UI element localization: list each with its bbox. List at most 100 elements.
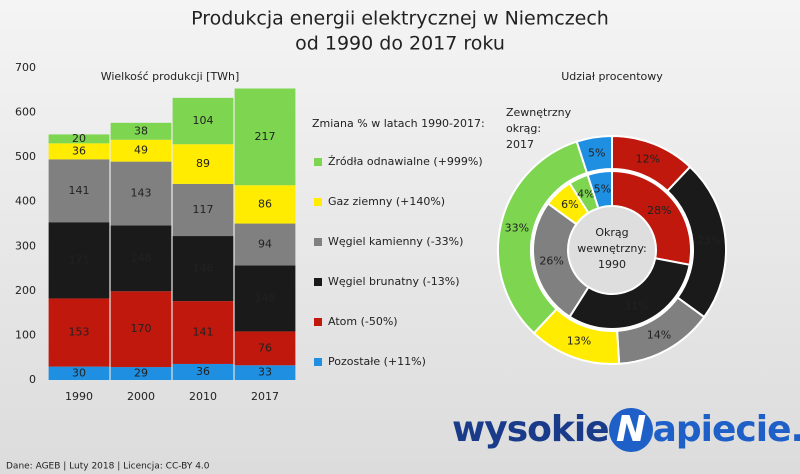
outer-ring-label: Zewnętrzny bbox=[506, 106, 572, 119]
y-tick-label: 600 bbox=[15, 106, 36, 119]
bar-label: 33 bbox=[258, 366, 272, 379]
x-tick-label: 1990 bbox=[65, 390, 93, 403]
bar-segment bbox=[172, 236, 234, 302]
inner-ring-label: wewnętrzny: bbox=[577, 242, 647, 255]
y-tick-label: 700 bbox=[15, 61, 36, 74]
bar-label: 89 bbox=[196, 157, 210, 170]
bar-segment bbox=[48, 143, 110, 160]
bar-segment bbox=[48, 222, 110, 299]
legend-swatch bbox=[314, 238, 322, 246]
bar-label: 38 bbox=[134, 124, 148, 137]
slice-label: 5% bbox=[588, 147, 605, 160]
bar-label: 86 bbox=[258, 197, 272, 210]
bar-segment bbox=[172, 97, 234, 145]
slice-label: 23% bbox=[697, 234, 721, 247]
bar-label: 36 bbox=[72, 144, 86, 157]
donut-slice bbox=[568, 257, 691, 330]
legend-label: Gaz ziemny (+140%) bbox=[328, 195, 445, 208]
legend-label: Pozostałe (+11%) bbox=[328, 355, 426, 368]
y-tick-label: 0 bbox=[29, 373, 36, 386]
inner-ring-label: Okrąg bbox=[595, 226, 628, 239]
legend-label: Źródła odnawialne (+999%) bbox=[328, 155, 483, 168]
bar-label: 36 bbox=[196, 365, 210, 378]
bar-label: 148 bbox=[255, 291, 276, 304]
legend-title: Zmiana % w latach 1990-2017: bbox=[312, 117, 485, 130]
outer-ring-label: 2017 bbox=[506, 138, 534, 151]
legend-label: Atom (-50%) bbox=[328, 315, 398, 328]
bar-segment bbox=[110, 291, 172, 368]
slice-label: 5% bbox=[594, 182, 611, 195]
bar-label: 141 bbox=[193, 326, 214, 339]
legend-swatch bbox=[314, 158, 322, 166]
slice-label: 12% bbox=[636, 152, 660, 165]
bar-segment bbox=[110, 139, 172, 162]
y-tick-label: 500 bbox=[15, 150, 36, 163]
source: Dane: AGEB | Luty 2018 | Licencja: CC-BY… bbox=[6, 462, 210, 472]
outer-ring-label: okrąg: bbox=[506, 122, 541, 135]
bar-label: 29 bbox=[134, 367, 148, 380]
bar-label: 148 bbox=[131, 251, 152, 264]
legend-label: Węgiel kamienny (-33%) bbox=[328, 235, 463, 248]
logo-part: apiecie.pl bbox=[652, 409, 800, 450]
bar-label: 143 bbox=[131, 186, 152, 199]
bar-label: 104 bbox=[193, 114, 214, 127]
bar-label: 30 bbox=[72, 366, 86, 379]
bar-segment bbox=[234, 88, 296, 186]
bar-segment bbox=[110, 225, 172, 292]
y-tick-label: 200 bbox=[15, 284, 36, 297]
slice-label: 4% bbox=[577, 187, 594, 200]
donut-hole bbox=[568, 206, 656, 294]
slice-label: 31% bbox=[624, 299, 648, 312]
slice-label: 13% bbox=[567, 335, 591, 348]
legend-swatch bbox=[314, 278, 322, 286]
bar-segment bbox=[48, 134, 110, 144]
bar-segment bbox=[110, 161, 172, 226]
bar-label: 117 bbox=[193, 203, 214, 216]
donut-slice bbox=[575, 134, 613, 175]
bar-segment bbox=[48, 159, 110, 223]
bar-label: 170 bbox=[131, 322, 152, 335]
bar-label: 49 bbox=[134, 144, 148, 157]
bar-label: 146 bbox=[193, 262, 214, 275]
bar-segment bbox=[172, 363, 234, 380]
bar-segment bbox=[234, 365, 296, 380]
bar-label: 76 bbox=[258, 341, 272, 354]
donut-slice bbox=[586, 169, 613, 210]
legend-label: Węgiel brunatny (-13%) bbox=[328, 275, 459, 288]
slice-label: 28% bbox=[647, 204, 671, 217]
x-tick-label: 2010 bbox=[189, 390, 217, 403]
bar-segment bbox=[48, 298, 110, 367]
bar-label: 171 bbox=[69, 253, 90, 266]
y-tick-label: 400 bbox=[15, 195, 36, 208]
logo-part: N bbox=[608, 408, 653, 452]
bar-label: 141 bbox=[69, 184, 90, 197]
slice-label: 14% bbox=[647, 328, 671, 341]
legend-swatch bbox=[314, 318, 322, 326]
inner-ring-label: 1990 bbox=[598, 258, 626, 271]
bar-segment bbox=[234, 223, 296, 266]
slice-label: 33% bbox=[505, 222, 529, 235]
title-line: Produkcja energii elektrycznej w Niemcze… bbox=[191, 8, 609, 30]
legend-swatch bbox=[314, 198, 322, 206]
y-tick-label: 100 bbox=[15, 328, 36, 341]
bar-segment bbox=[172, 301, 234, 364]
bar-label: 94 bbox=[258, 238, 272, 251]
bar-segment bbox=[48, 366, 110, 380]
bar-segment bbox=[234, 185, 296, 224]
bar-title: Wielkość produkcji [TWh] bbox=[101, 70, 240, 83]
bar-segment bbox=[234, 331, 296, 366]
donut-title: Udział procentowy bbox=[561, 70, 663, 83]
y-tick-label: 300 bbox=[15, 239, 36, 252]
bar-segment bbox=[234, 265, 296, 332]
bar-label: 217 bbox=[255, 130, 276, 143]
slice-label: 6% bbox=[561, 198, 578, 211]
bar-segment bbox=[172, 183, 234, 237]
bar-segment bbox=[110, 367, 172, 380]
bar-segment bbox=[110, 122, 172, 140]
x-tick-label: 2017 bbox=[251, 390, 279, 403]
legend-swatch bbox=[314, 358, 322, 366]
bar-segment bbox=[172, 144, 234, 184]
logo-part: wysokie bbox=[452, 409, 610, 450]
